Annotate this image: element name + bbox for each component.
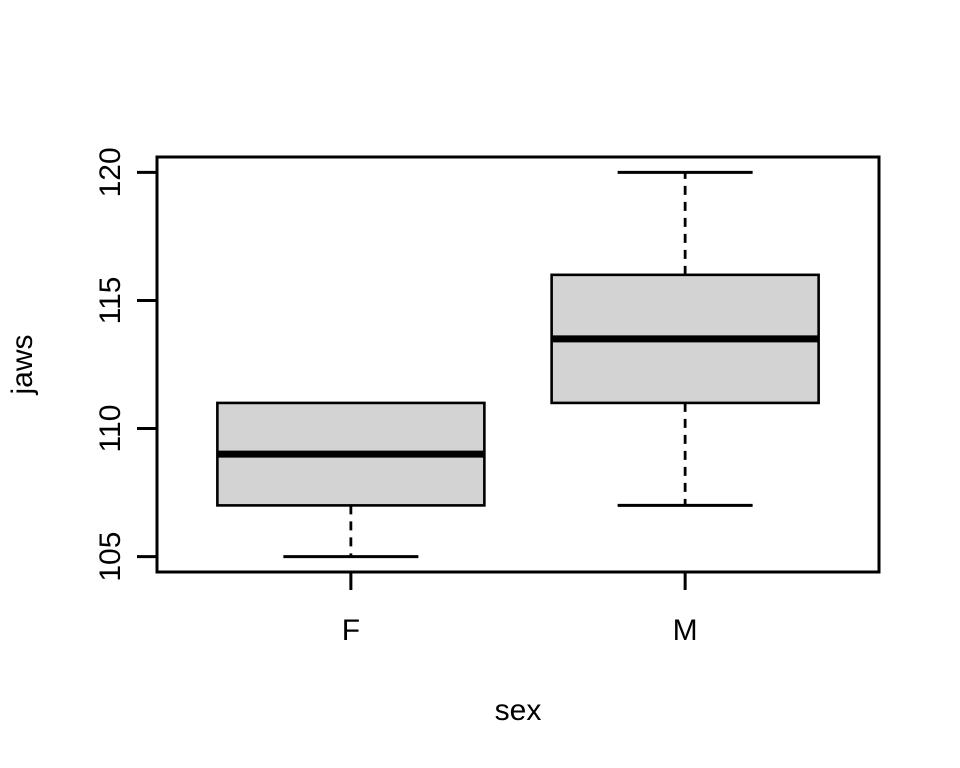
x-tick-label-m: M	[673, 614, 698, 647]
y-axis-label: jaws	[6, 334, 39, 395]
y-tick-label-110: 110	[94, 405, 127, 453]
plot-frame	[155, 155, 881, 574]
plot-marks	[137, 155, 881, 590]
x-tick-label-f: F	[342, 614, 360, 647]
y-tick-label-105: 105	[94, 532, 127, 582]
x-axis-label: sex	[495, 694, 542, 727]
y-tick-label-120: 120	[94, 147, 127, 197]
y-tick-label-115: 115	[94, 277, 127, 325]
